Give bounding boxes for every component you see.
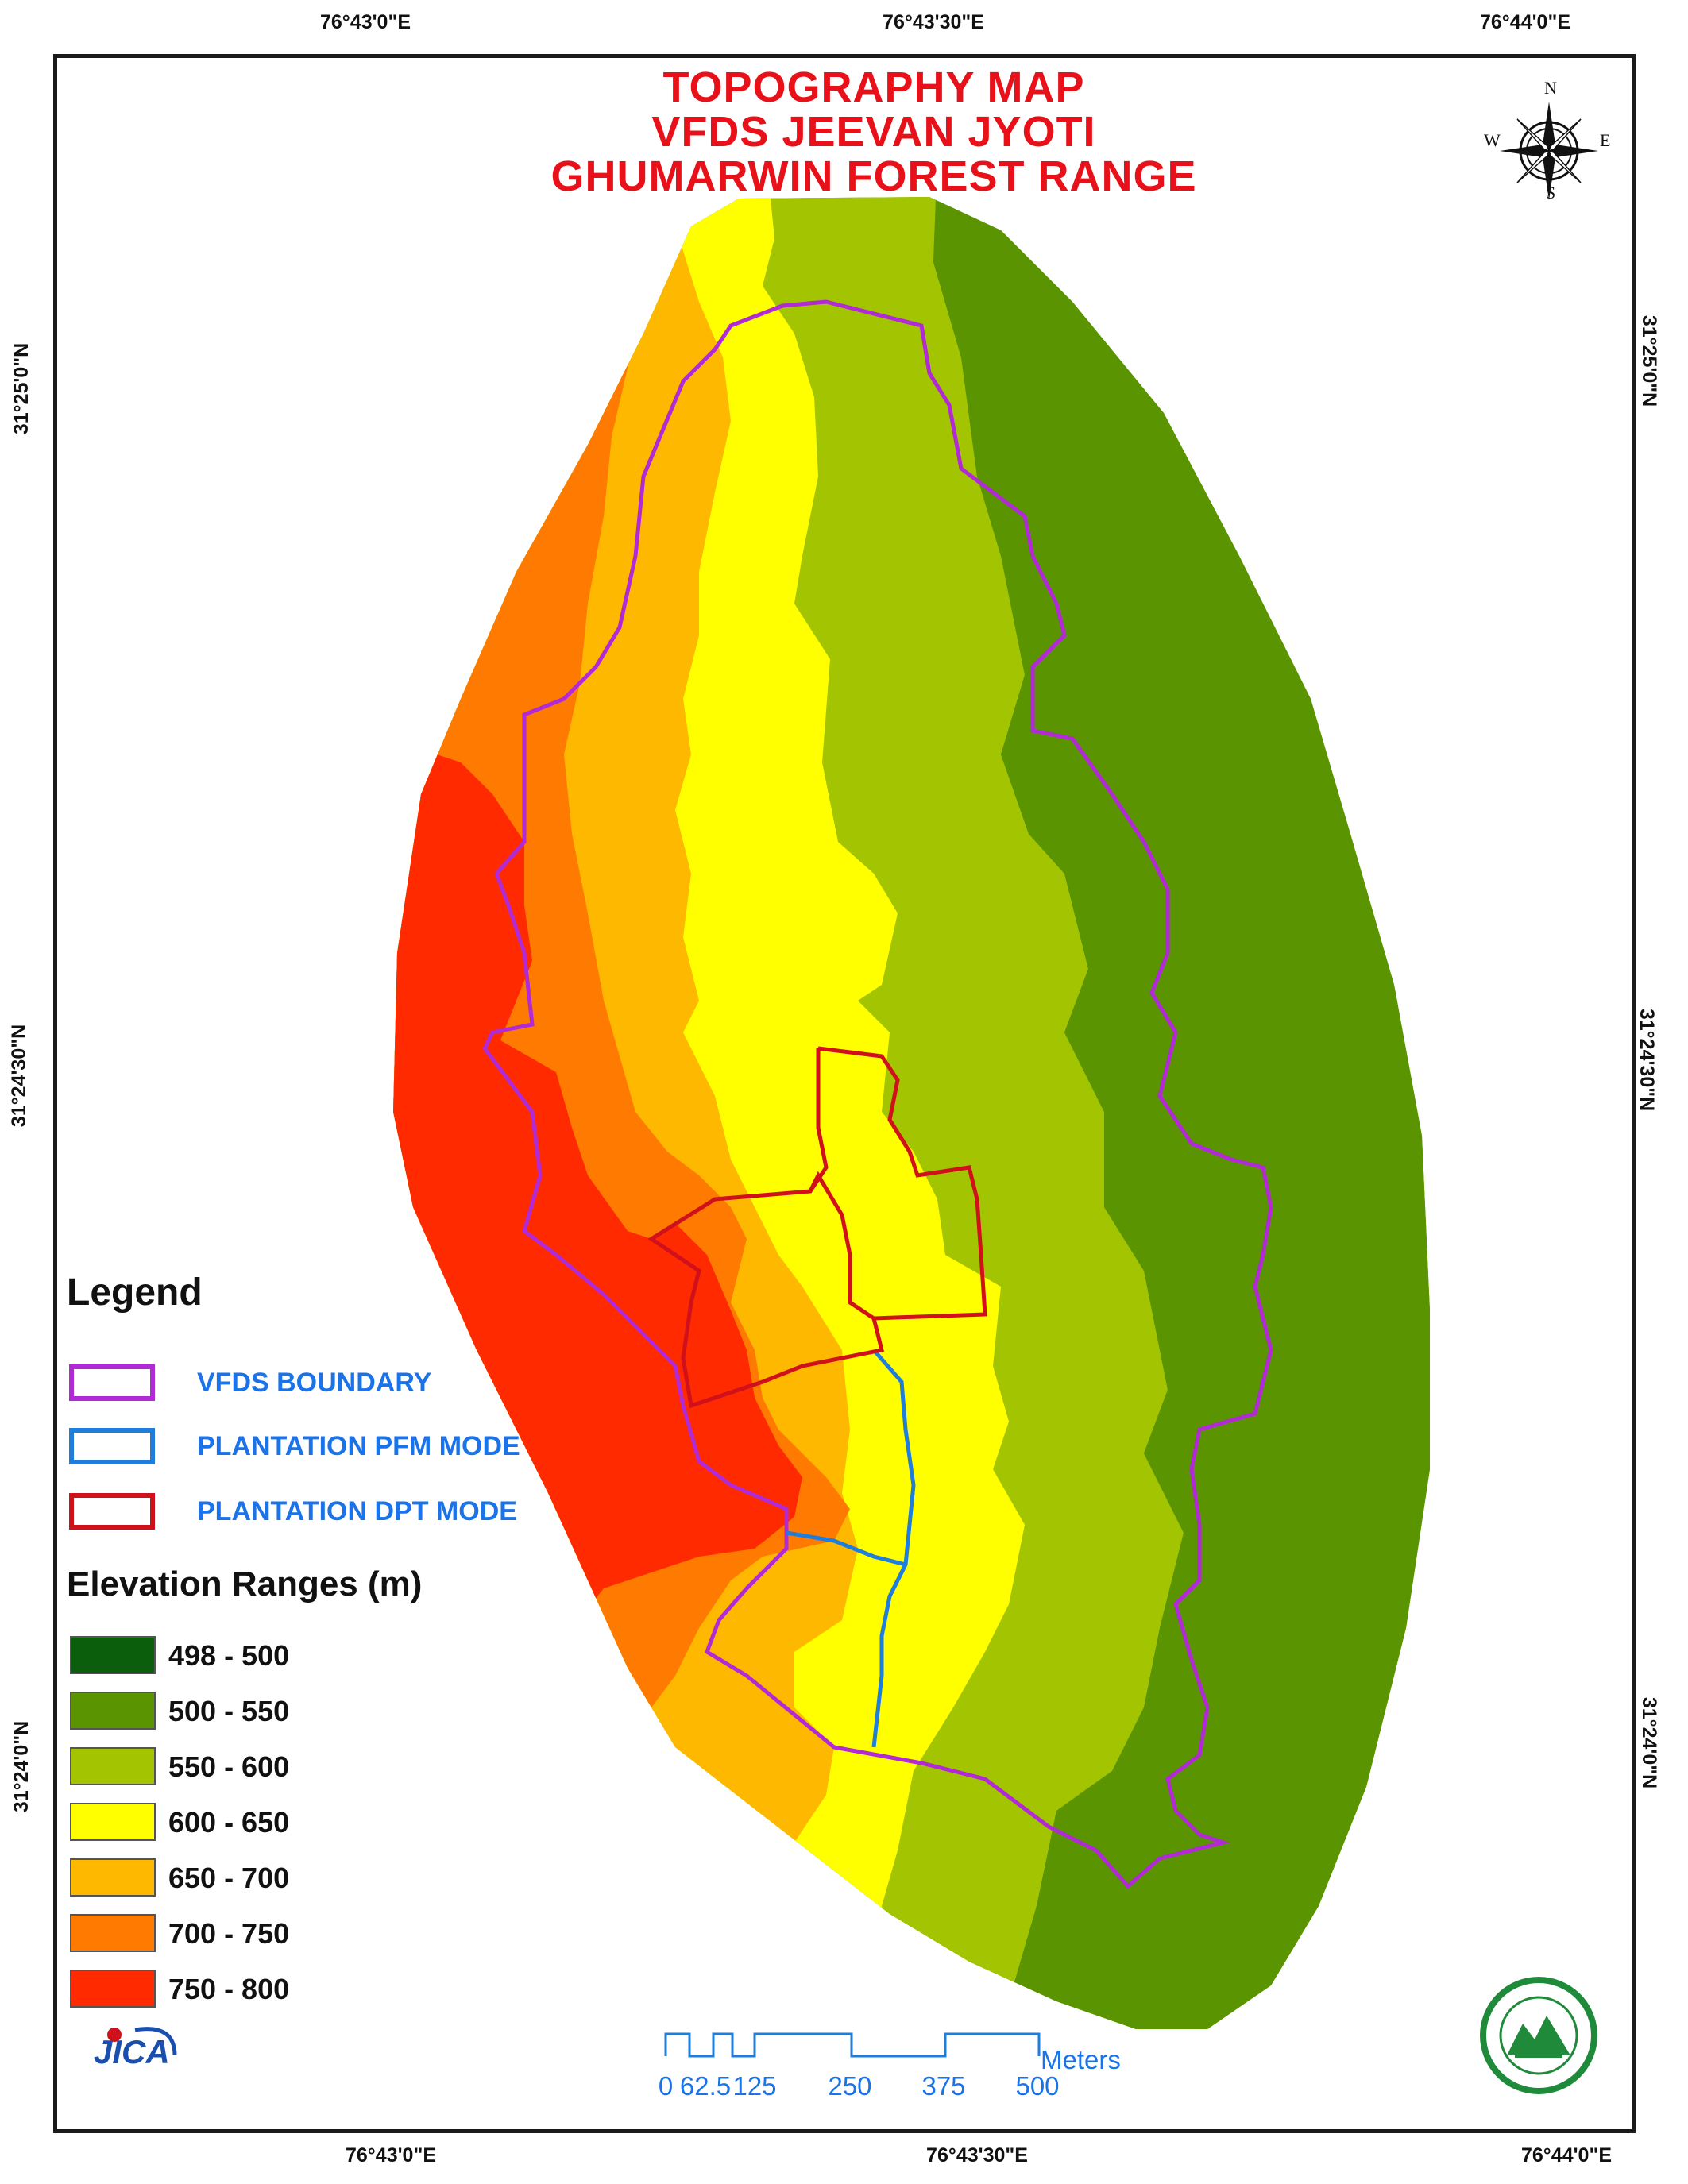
elevation-label-550-600: 550 - 600: [168, 1750, 290, 1783]
graticule-bottom-1: 76°43'0"E: [346, 2144, 436, 2167]
elevation-label-750-800: 750 - 800: [168, 1973, 290, 2005]
graticule-bottom-3: 76°44'0"E: [1521, 2144, 1612, 2167]
title-line-2: VFDS JEEVAN JYOTI: [651, 108, 1096, 156]
jica-logo-text: JICA: [94, 2033, 170, 2070]
compass-e: E: [1600, 130, 1611, 150]
dpt-plantation-boundary: [647, 1046, 987, 1409]
elevation-label-650-700: 650 - 700: [168, 1862, 290, 1894]
map-title: TOPOGRAPHY MAP VFDS JEEVAN JYOTI GHUMARW…: [453, 65, 1295, 199]
graticule-bottom-2: 76°43'30"E: [926, 2144, 1028, 2167]
scale-tick-0: 0: [658, 2071, 674, 2101]
compass-s: S: [1546, 183, 1556, 203]
elevation-swatch-600-650: [70, 1803, 156, 1841]
elevation-label-700-750: 700 - 750: [168, 1917, 290, 1950]
elevation-swatch-500-550: [70, 1692, 156, 1730]
elevation-swatch-498-500: [70, 1636, 156, 1674]
scale-unit: Meters: [1041, 2045, 1121, 2074]
legend-label-vfds: VFDS BOUNDARY: [197, 1368, 432, 1398]
legend-label-pfm: PLANTATION PFM MODE: [197, 1431, 520, 1461]
legend-swatch-dpt: [69, 1493, 155, 1530]
scale-tick-500: 500: [1015, 2071, 1060, 2101]
elevation-label-500-550: 500 - 550: [168, 1695, 290, 1727]
legend-swatch-pfm: [69, 1428, 155, 1464]
elevation-label-498-500: 498 - 500: [168, 1639, 290, 1672]
scale-tick-125: 125: [732, 2071, 777, 2101]
forest-department-seal-icon: [1480, 1977, 1597, 2094]
elevation-swatch-750-800: [70, 1970, 156, 2008]
north-arrow-icon: [1500, 102, 1598, 200]
vfds-boundary: [482, 299, 1273, 1889]
elevation-title: Elevation Ranges (m): [67, 1565, 423, 1603]
title-line-3: GHUMARWIN FOREST RANGE: [550, 152, 1197, 200]
pfm-plantation-boundary: [786, 1349, 916, 1748]
scale-bar: [664, 2032, 1041, 2058]
graticule-top-2: 76°43'30"E: [883, 11, 984, 33]
elevation-label-600-650: 600 - 650: [168, 1806, 290, 1839]
graticule-top-1: 76°43'0"E: [320, 11, 411, 33]
compass-w: W: [1484, 130, 1501, 150]
compass-n: N: [1544, 78, 1557, 98]
elevation-swatch-550-600: [70, 1747, 156, 1785]
legend-label-dpt: PLANTATION DPT MODE: [197, 1496, 517, 1526]
title-line-1: TOPOGRAPHY MAP: [662, 64, 1085, 111]
legend-swatch-vfds: [69, 1364, 155, 1401]
legend-title: Legend: [67, 1271, 203, 1314]
scale-tick-375: 375: [921, 2071, 966, 2101]
elevation-swatch-700-750: [70, 1914, 156, 1952]
elevation-swatch-650-700: [70, 1858, 156, 1897]
scale-tick-250: 250: [828, 2071, 872, 2101]
scale-tick-62-5: 62.5: [679, 2071, 732, 2101]
jica-logo-icon: [107, 2027, 177, 2056]
graticule-top-3: 76°44'0"E: [1480, 11, 1570, 33]
